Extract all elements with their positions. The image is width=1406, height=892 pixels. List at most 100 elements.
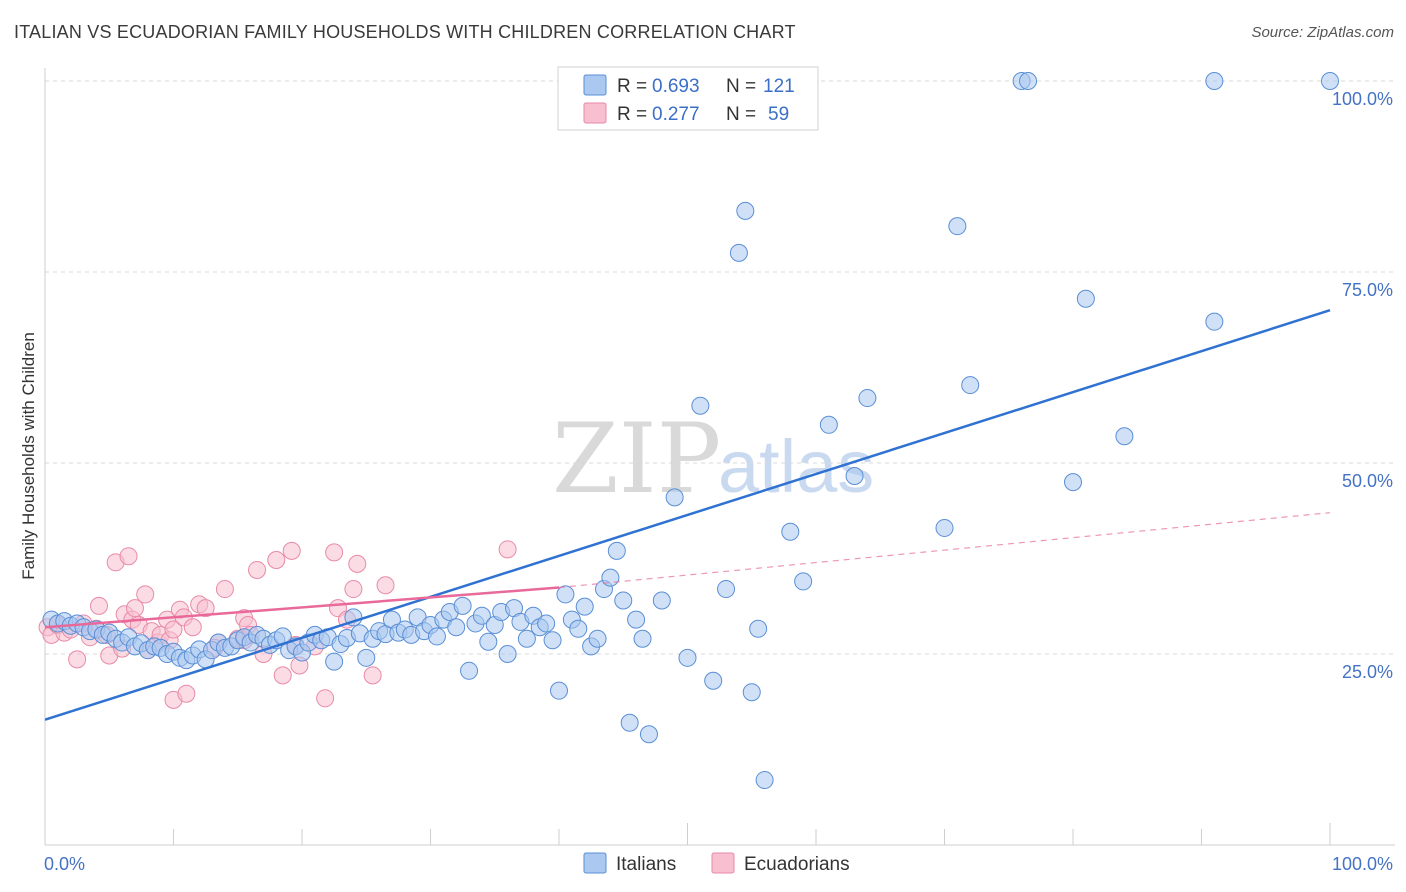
italians-point (575, 597, 594, 616)
italians-point (704, 671, 723, 690)
x-tick-min: 0.0% (44, 854, 85, 874)
stats-legend: R = 0.693 N = 121 R = 0.277 N = 59 (557, 66, 819, 131)
ecuadorians-point (89, 596, 108, 615)
italians-point (1019, 72, 1038, 90)
italians-point (1205, 312, 1224, 331)
italians-point (427, 627, 446, 646)
legend-swatch-italians (583, 74, 607, 96)
ecuadorians-point (248, 560, 267, 579)
ecuadorians-trend-line (44, 586, 560, 629)
ecuadorians-point (177, 684, 196, 703)
italians-point (633, 629, 652, 648)
italians-point (550, 681, 568, 700)
ecuadorians-point (119, 547, 138, 566)
ecuadorians-point (136, 585, 155, 604)
italians-point (517, 629, 536, 648)
italians-point (556, 585, 575, 604)
y-tick-label-25: 25.0% (1342, 662, 1393, 682)
ecuadorians-point (183, 618, 202, 637)
chart-title: ITALIAN VS ECUADORIAN FAMILY HOUSEHOLDS … (14, 22, 796, 42)
italians-point (543, 631, 562, 650)
italians-trend-line (44, 309, 1331, 721)
italians-point (1205, 72, 1224, 90)
italians-point (717, 580, 736, 599)
ecuadorians-point (316, 689, 335, 708)
italians-point (781, 522, 800, 541)
italians-point (460, 661, 479, 680)
italians-point (614, 591, 633, 610)
ecuadorians-point (325, 543, 344, 562)
legend-r-label-ecuadorians: R = (617, 104, 647, 125)
y-tick-label-50: 50.0% (1342, 471, 1393, 491)
italians-point (357, 648, 376, 667)
ecuadorians-point (196, 599, 215, 618)
italians-point (607, 541, 626, 560)
ecuadorians-trend-extension (558, 512, 1331, 589)
y-tick-label-100: 100.0% (1332, 89, 1393, 109)
ecuadorians-point (376, 576, 395, 595)
italians-point (819, 415, 838, 434)
legend-swatch-ecuadorians (583, 102, 607, 124)
italians-point (665, 488, 684, 507)
ecuadorians-point (125, 599, 144, 618)
italians-point (961, 376, 980, 395)
gridlines (45, 80, 1395, 655)
italians-points (42, 72, 1339, 790)
watermark: ZIP atlas (552, 403, 874, 515)
italians-point (498, 645, 517, 663)
watermark-zip: ZIP (552, 403, 721, 515)
italians-point (479, 632, 498, 651)
italians-point (749, 619, 768, 638)
italians-point (627, 610, 646, 629)
legend-n-value-italians: 121 (763, 76, 795, 97)
legend-r-value-ecuadorians: 0.277 (652, 104, 700, 125)
ecuadorians-point (164, 620, 183, 639)
italians-point (620, 713, 639, 732)
italians-point (858, 389, 877, 408)
legend-r-label-italians: R = (617, 76, 647, 97)
italians-point (845, 466, 864, 485)
bottom-legend-ecuadorians: Ecuadorians (744, 854, 850, 875)
ecuadorians-point (282, 541, 301, 560)
trend-lines (44, 309, 1331, 721)
italians-point (691, 396, 710, 415)
legend-r-value-italians: 0.693 (652, 76, 700, 97)
axes (44, 68, 1395, 846)
italians-point (736, 201, 755, 220)
ecuadorians-point (273, 666, 292, 685)
legend-n-label-ecuadorians: N = (726, 104, 756, 125)
italians-point (639, 725, 658, 744)
watermark-atlas: atlas (718, 425, 874, 508)
italians-point (472, 606, 491, 625)
legend-n-value-ecuadorians: 59 (768, 104, 789, 125)
italians-point (447, 618, 466, 637)
italians-point (794, 572, 813, 591)
ecuadorians-point (267, 551, 286, 570)
x-tick-max: 100.0% (1332, 854, 1393, 874)
ecuadorians-point (215, 580, 234, 599)
italians-point (1064, 473, 1082, 492)
italians-point (588, 629, 607, 648)
italians-point (948, 217, 967, 236)
italians-point (742, 683, 761, 702)
italians-point (1321, 72, 1339, 90)
ecuadorians-point (363, 666, 382, 685)
italians-point (1115, 427, 1134, 446)
bottom-legend-italians: Italians (616, 854, 676, 875)
bottom-legend-swatch-italians (583, 852, 607, 874)
italians-point (935, 518, 954, 537)
italians-point (453, 596, 472, 615)
ecuadorians-point (498, 540, 517, 559)
italians-point (325, 652, 344, 671)
bottom-legend-swatch-ecuadorians (711, 852, 735, 874)
italians-point (569, 619, 588, 638)
italians-point (652, 591, 671, 610)
ecuadorians-point (344, 580, 363, 599)
y-tick-label-75: 75.0% (1342, 280, 1393, 300)
ecuadorians-point (348, 554, 367, 573)
legend-n-label-italians: N = (726, 76, 756, 97)
source-credit: Source: ZipAtlas.com (1251, 24, 1394, 41)
y-axis-label: Family Households with Children (19, 332, 38, 580)
italians-point (537, 614, 556, 633)
